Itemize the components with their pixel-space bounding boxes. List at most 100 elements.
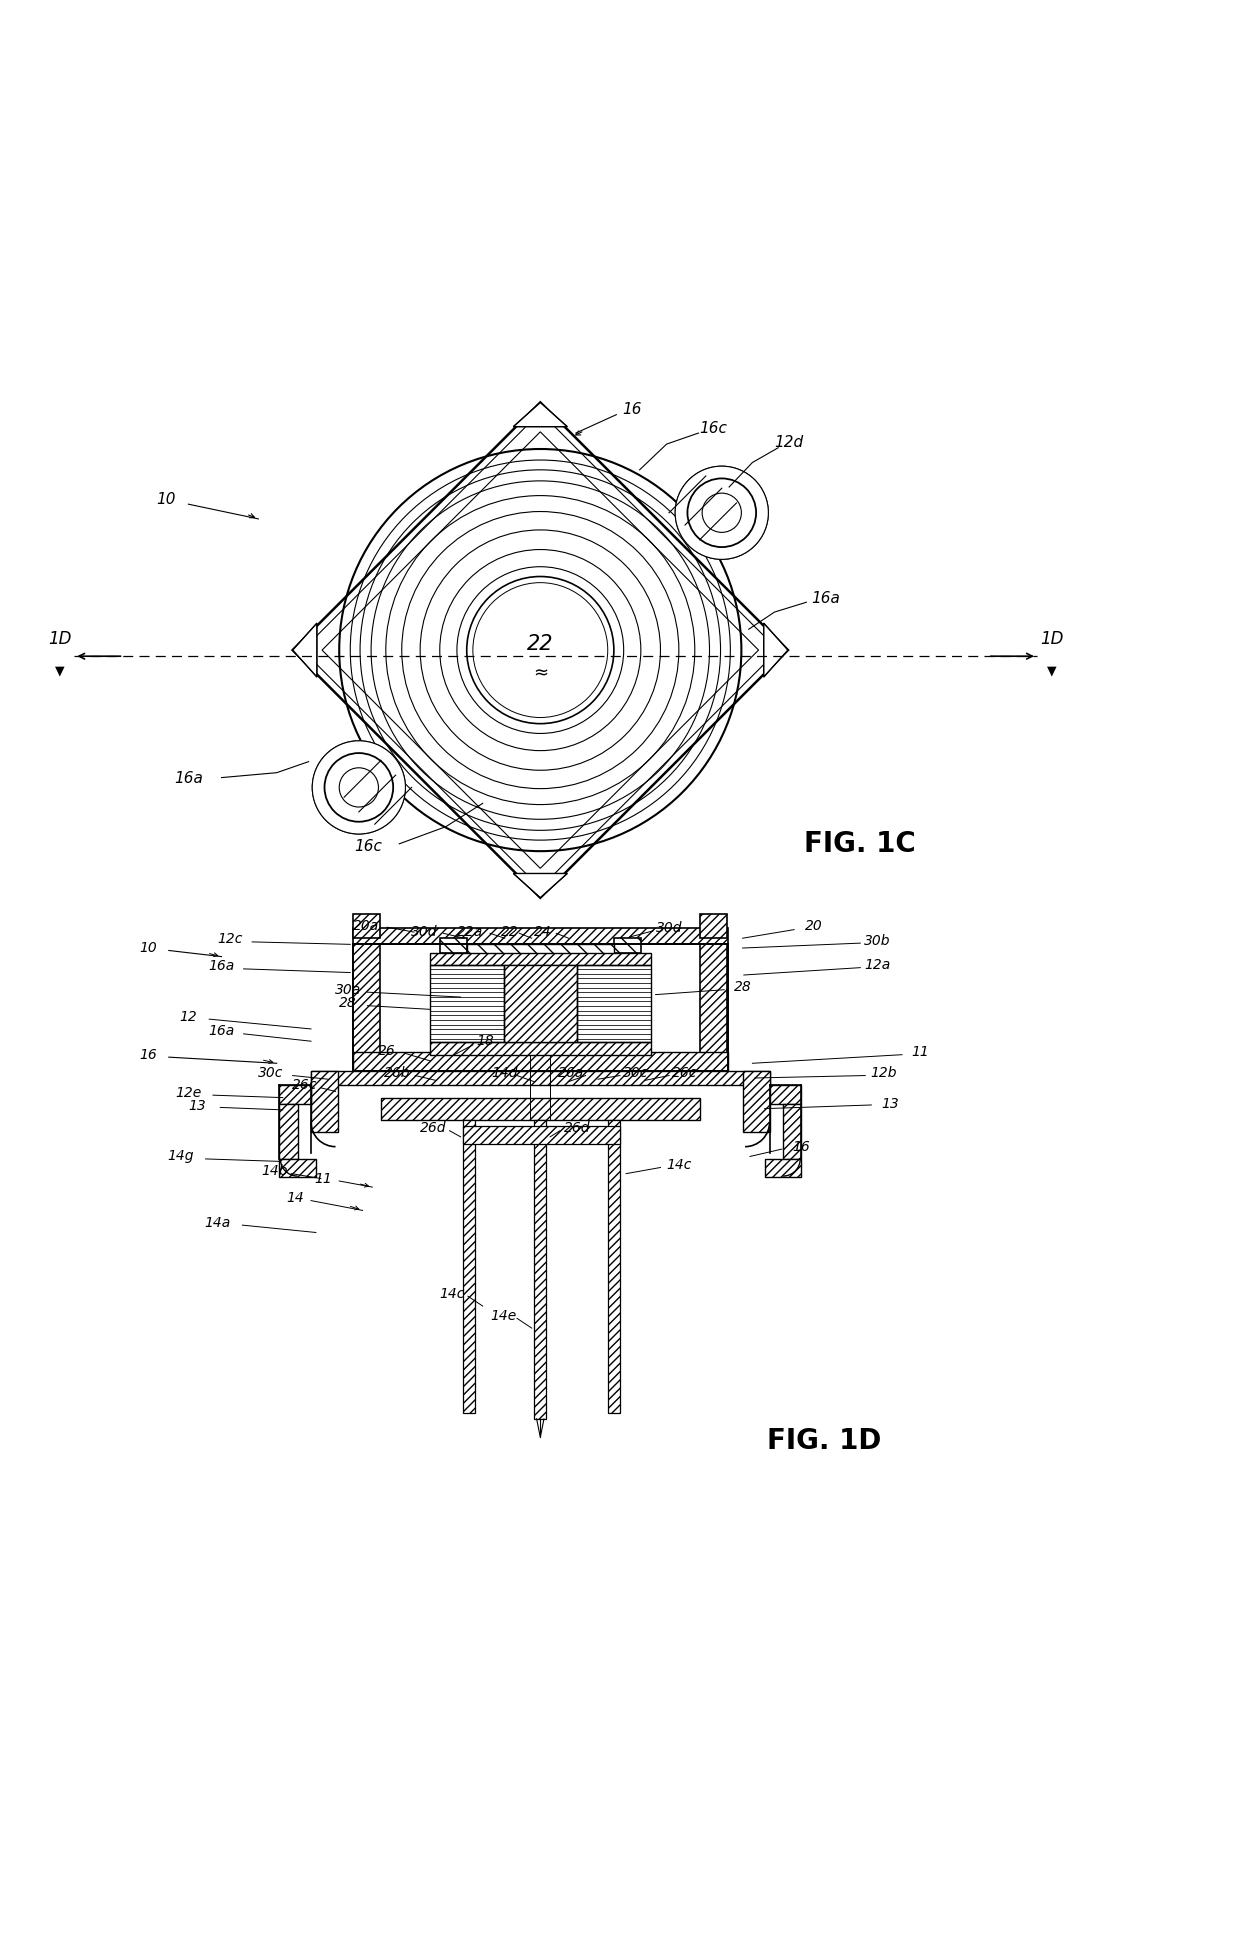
Polygon shape: [303, 411, 779, 887]
Bar: [503, 965, 577, 1043]
Bar: [352, 928, 728, 944]
Bar: [466, 944, 614, 954]
Text: 30c: 30c: [258, 1067, 283, 1080]
Circle shape: [340, 768, 378, 807]
Text: 16a: 16a: [811, 591, 841, 606]
Text: 26c: 26c: [293, 1078, 317, 1092]
Bar: [279, 1104, 298, 1158]
Bar: [430, 1043, 651, 1055]
Bar: [339, 1086, 743, 1141]
Bar: [279, 1158, 316, 1178]
Text: 16: 16: [139, 1047, 156, 1061]
Bar: [352, 1051, 728, 1071]
Bar: [311, 1071, 770, 1086]
Text: 14g: 14g: [167, 1149, 195, 1164]
Bar: [440, 938, 466, 954]
Text: 12a: 12a: [864, 957, 890, 973]
Bar: [352, 928, 728, 944]
Bar: [608, 1119, 620, 1412]
Text: ≈: ≈: [533, 665, 548, 682]
Circle shape: [675, 466, 769, 560]
Text: 16a: 16a: [208, 1024, 234, 1039]
Bar: [352, 944, 379, 1071]
Bar: [463, 1125, 620, 1145]
Text: 1D: 1D: [48, 630, 72, 647]
Text: 22: 22: [527, 634, 553, 653]
Bar: [503, 965, 577, 1043]
Text: 26b: 26b: [383, 1067, 410, 1080]
Text: 14: 14: [286, 1191, 304, 1205]
Text: 13: 13: [880, 1096, 899, 1112]
Text: 14a: 14a: [205, 1215, 231, 1230]
Bar: [577, 965, 651, 1043]
Text: 24: 24: [534, 924, 552, 940]
Text: 20a: 20a: [353, 918, 379, 932]
Bar: [743, 1071, 770, 1131]
Text: 26: 26: [378, 1043, 396, 1059]
Text: FIG. 1D: FIG. 1D: [768, 1427, 882, 1455]
Text: 16: 16: [622, 402, 642, 417]
Polygon shape: [293, 624, 317, 677]
Bar: [311, 1071, 770, 1086]
Text: 13: 13: [188, 1100, 206, 1113]
Polygon shape: [513, 874, 567, 897]
Text: 26d: 26d: [564, 1121, 590, 1135]
Text: 12c: 12c: [217, 932, 243, 946]
Text: 14e: 14e: [490, 1308, 517, 1322]
Text: 14d: 14d: [491, 1067, 518, 1080]
Text: 10: 10: [139, 942, 156, 956]
Text: 16a: 16a: [208, 959, 234, 973]
Bar: [614, 938, 641, 954]
Text: 10: 10: [156, 491, 176, 507]
Text: 26a: 26a: [558, 1067, 584, 1080]
Bar: [279, 1104, 298, 1158]
Bar: [279, 1086, 311, 1104]
Text: 30d: 30d: [656, 922, 682, 936]
Circle shape: [312, 741, 405, 835]
Text: FIG. 1C: FIG. 1C: [804, 831, 915, 858]
Bar: [784, 1104, 801, 1158]
Bar: [534, 1119, 547, 1420]
Bar: [765, 1158, 801, 1178]
Bar: [463, 1119, 475, 1412]
Bar: [430, 954, 651, 965]
Text: 30a: 30a: [335, 983, 361, 996]
Bar: [279, 1158, 316, 1178]
Bar: [699, 944, 727, 1071]
Text: 22: 22: [501, 924, 518, 940]
Circle shape: [312, 741, 405, 835]
Text: ▼: ▼: [55, 665, 64, 679]
Polygon shape: [764, 624, 787, 677]
Text: 14c: 14c: [666, 1158, 692, 1172]
Bar: [466, 944, 614, 954]
Bar: [608, 1119, 620, 1412]
Text: 14c: 14c: [439, 1287, 465, 1301]
Text: 26d: 26d: [420, 1121, 446, 1135]
Bar: [440, 938, 466, 954]
Text: 12e: 12e: [175, 1086, 202, 1100]
Bar: [352, 915, 379, 938]
Circle shape: [675, 466, 769, 560]
Text: 28: 28: [339, 996, 357, 1010]
Text: ▼: ▼: [1047, 665, 1056, 679]
Bar: [784, 1104, 801, 1158]
Bar: [430, 1043, 651, 1055]
Bar: [534, 1119, 547, 1420]
Text: 18: 18: [476, 1034, 494, 1049]
Bar: [352, 915, 379, 938]
Bar: [699, 915, 727, 938]
Text: 1D: 1D: [1040, 630, 1063, 647]
Text: 12d: 12d: [775, 435, 804, 450]
Bar: [381, 1098, 699, 1119]
Bar: [770, 1086, 801, 1104]
Bar: [699, 944, 727, 1071]
Text: 22a: 22a: [458, 924, 484, 940]
Circle shape: [325, 753, 393, 821]
Text: 12b: 12b: [870, 1067, 897, 1080]
Bar: [352, 1051, 728, 1071]
Text: 16: 16: [792, 1139, 810, 1154]
Bar: [577, 965, 651, 1043]
Circle shape: [687, 478, 756, 548]
Text: 16a: 16a: [174, 772, 203, 786]
Text: 30c: 30c: [624, 1067, 649, 1080]
